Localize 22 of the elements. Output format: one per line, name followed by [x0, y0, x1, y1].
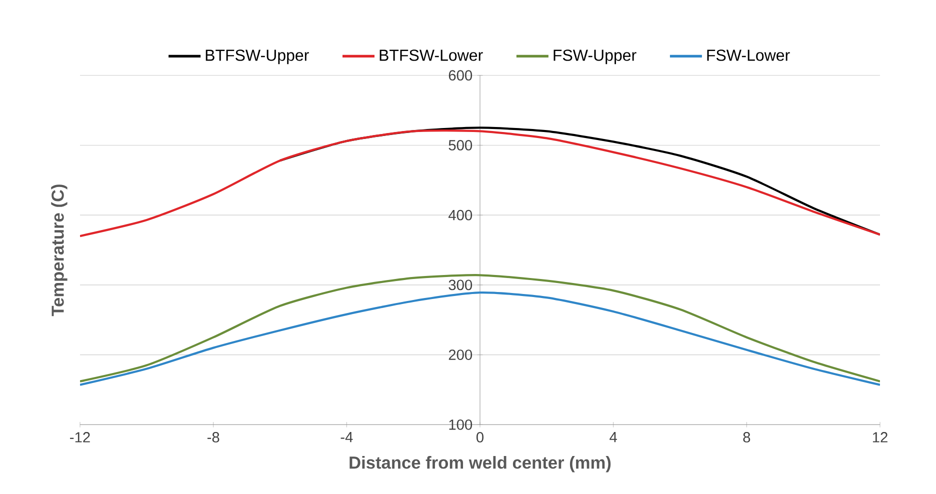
y-axis-title: Temperature (C)	[51, 184, 68, 316]
x-axis-title: Distance from weld center (mm)	[350, 456, 611, 472]
y-tick-label: 200	[448, 350, 472, 360]
legend-label: FSW-Upper	[554, 50, 636, 64]
x-tick-label: 12	[872, 432, 888, 442]
y-tick-label: 300	[448, 280, 472, 290]
x-tick-label: 0	[476, 432, 484, 442]
line-series	[80, 292, 880, 386]
x-tick-label: 8	[743, 432, 750, 442]
legend-label: FSW-Lower	[707, 50, 790, 61]
y-tick-label: 600	[448, 70, 472, 81]
y-tick-label: 500	[448, 140, 472, 150]
legend-label: BTFSW-Lower	[380, 50, 483, 61]
line-series	[80, 129, 880, 238]
x-tick-label: -12	[70, 432, 90, 442]
y-tick-label: 100	[449, 419, 472, 430]
x-tick-label: -4	[340, 432, 353, 442]
line-series	[80, 274, 880, 382]
x-tick-label: -8	[207, 432, 220, 442]
x-tick-label: 4	[610, 432, 617, 442]
y-tick-label: 400	[448, 210, 472, 220]
legend-label: BTFSW-Upper	[206, 50, 309, 64]
